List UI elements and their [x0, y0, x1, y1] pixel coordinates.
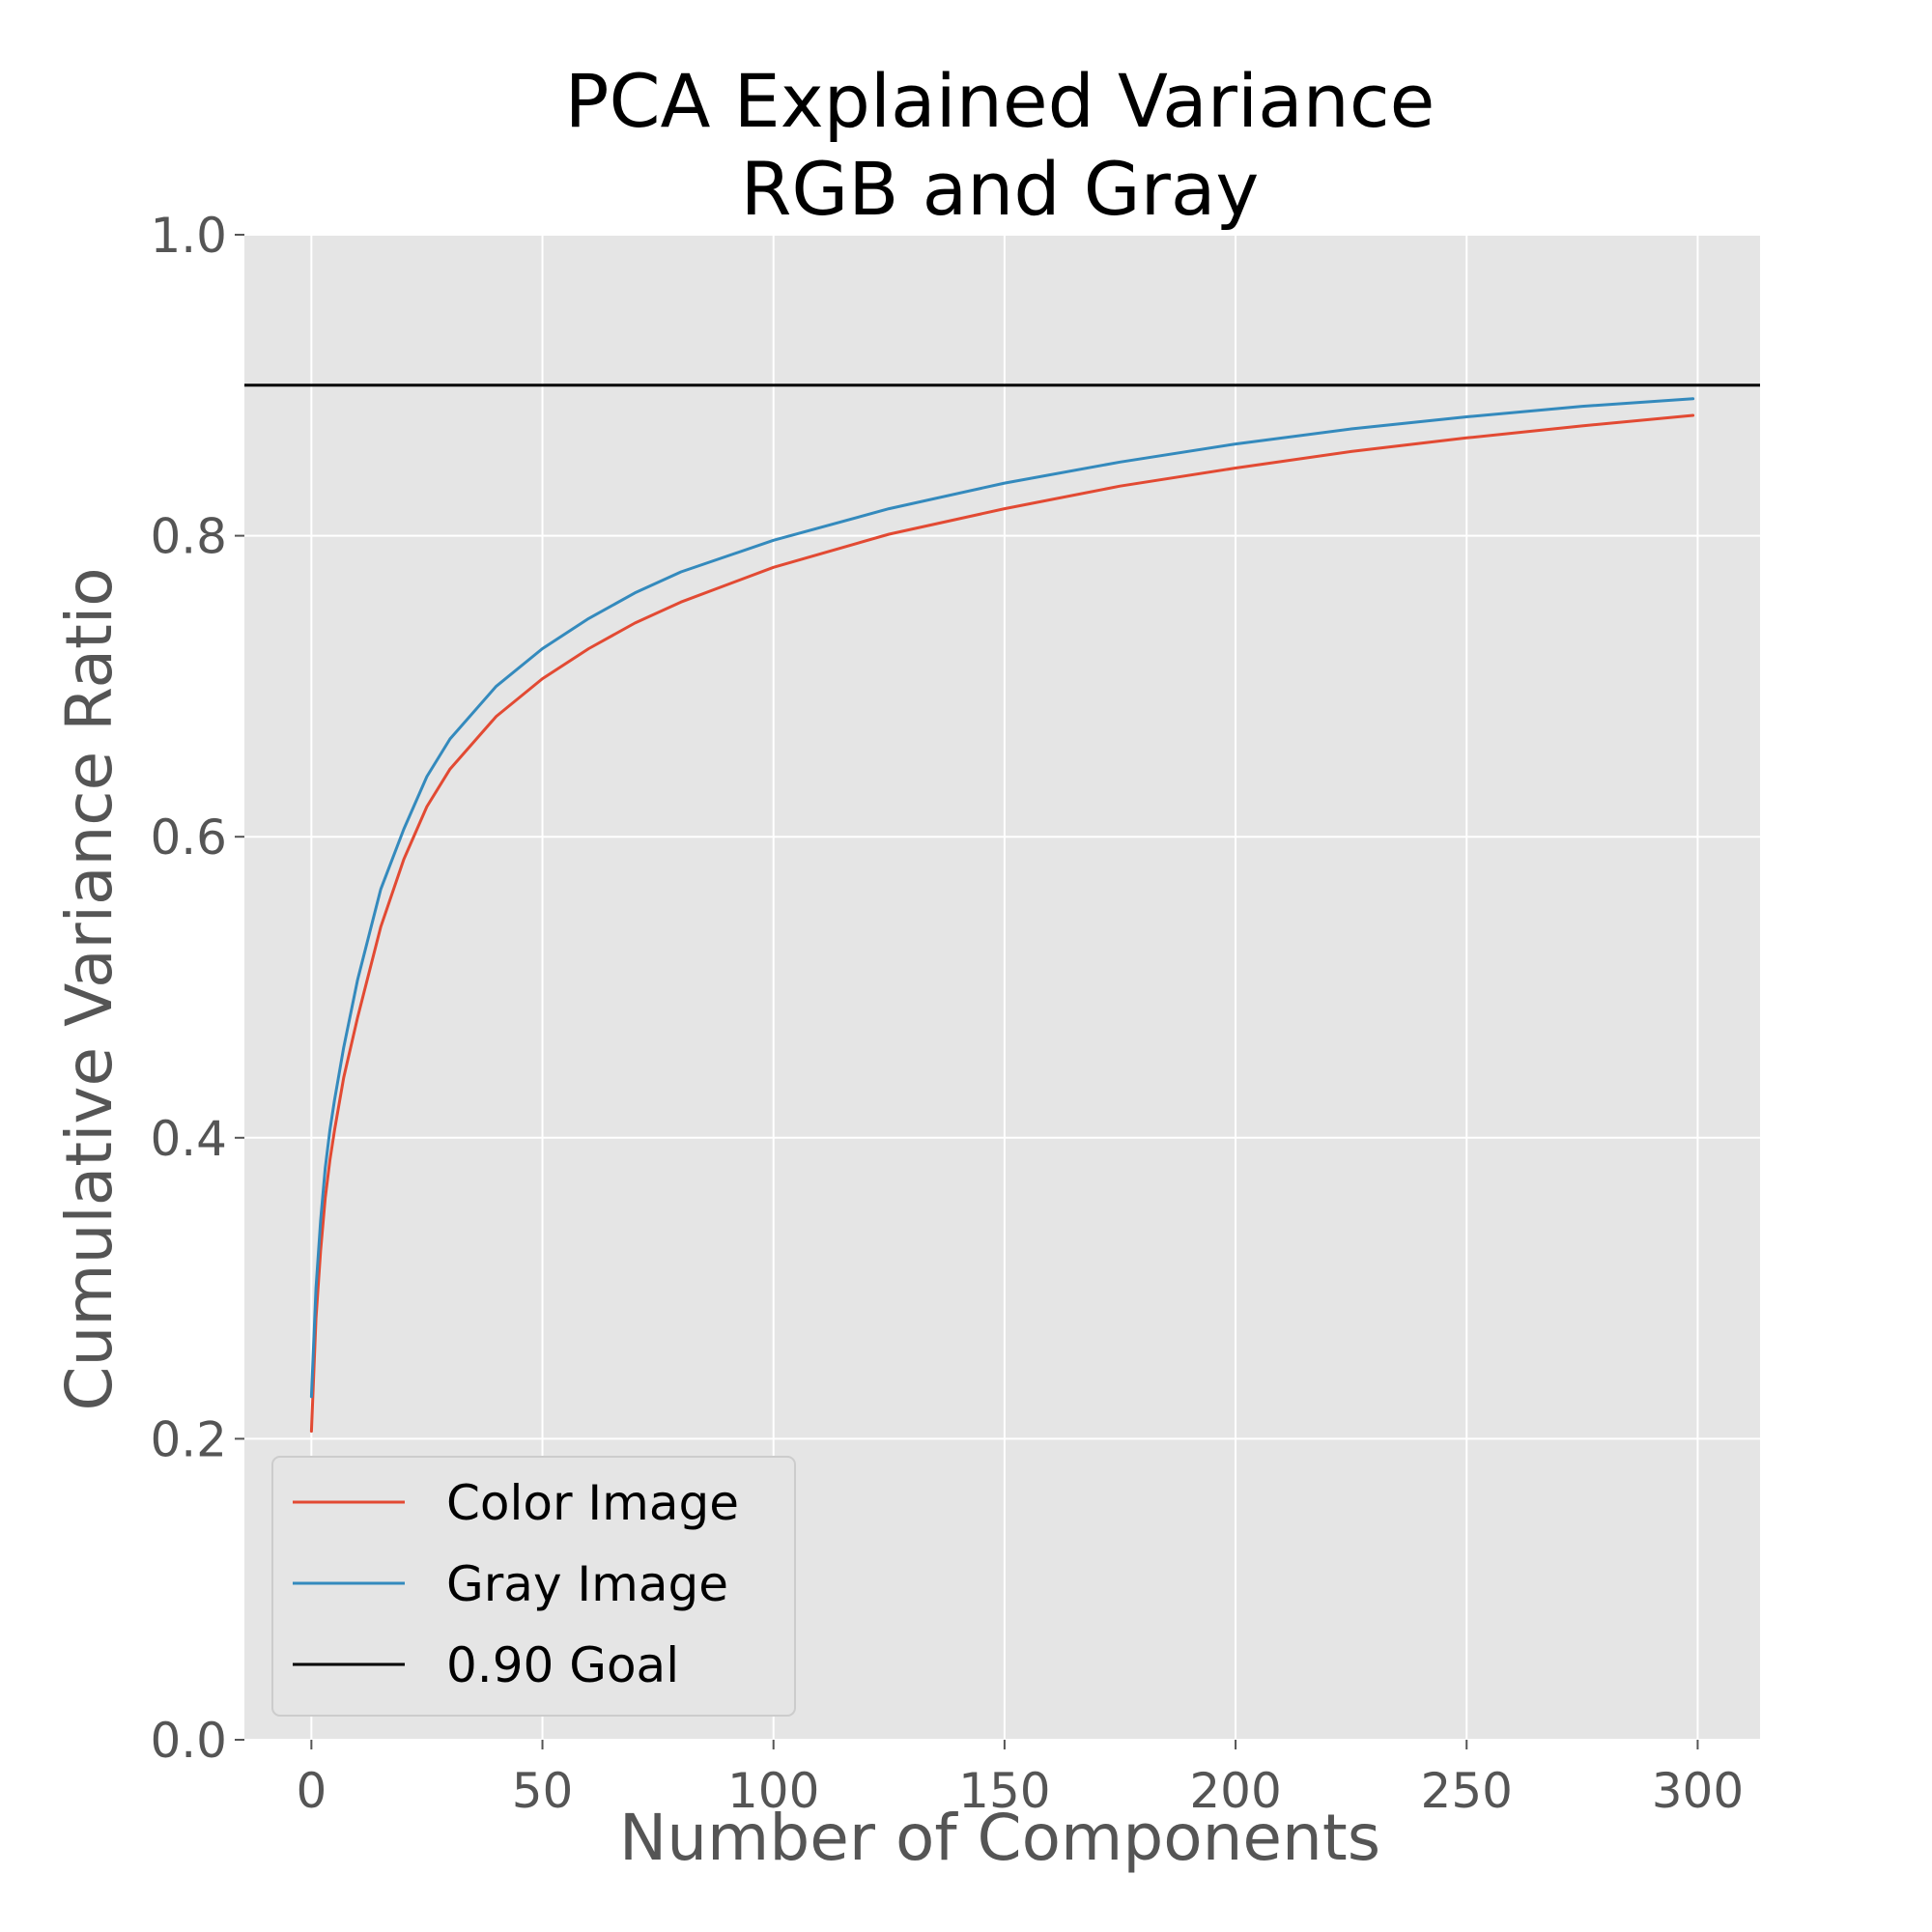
chart-title-line-1: PCA Explained Variance: [565, 58, 1435, 144]
x-tick-label: 300: [1652, 1763, 1744, 1819]
x-tick-label: 250: [1421, 1763, 1513, 1819]
x-axis-label: Number of Components: [619, 1801, 1380, 1875]
legend-label-0-90-goal: 0.90 Goal: [446, 1637, 679, 1693]
y-tick-label: 0.0: [150, 1713, 227, 1769]
x-tick-label: 0: [296, 1763, 327, 1819]
x-tick-label: 50: [512, 1763, 574, 1819]
y-tick-label: 0.6: [150, 810, 227, 866]
chart-title-line-2: RGB and Gray: [741, 146, 1260, 232]
y-tick-label: 0.8: [150, 509, 227, 565]
axes: 0 50 100 150 200 250 300 0.0 0.2 0.4 0.6 0.8 1.0: [150, 208, 1744, 1819]
x-tick-label: 150: [958, 1763, 1050, 1819]
y-tick-label: 0.4: [150, 1111, 227, 1167]
x-tick-label: 100: [727, 1763, 819, 1819]
series-lines: [244, 384, 1760, 1434]
y-tick-label: 1.0: [150, 208, 227, 264]
gray-image-line: [309, 397, 1695, 1399]
y-axis-label: Cumulative Variance Ratio: [52, 567, 127, 1410]
legend-box: [271, 1456, 796, 1717]
legend-label-color-image: Color Image: [446, 1475, 739, 1531]
legend-label-gray-image: Gray Image: [446, 1556, 728, 1612]
grid-lines: [244, 234, 1760, 1741]
x-tick-label: 200: [1189, 1763, 1281, 1819]
legend: Color Image Gray Image 0.90 Goal: [271, 1456, 796, 1717]
y-tick-label: 0.2: [150, 1411, 227, 1467]
color-image-line: [309, 413, 1695, 1434]
